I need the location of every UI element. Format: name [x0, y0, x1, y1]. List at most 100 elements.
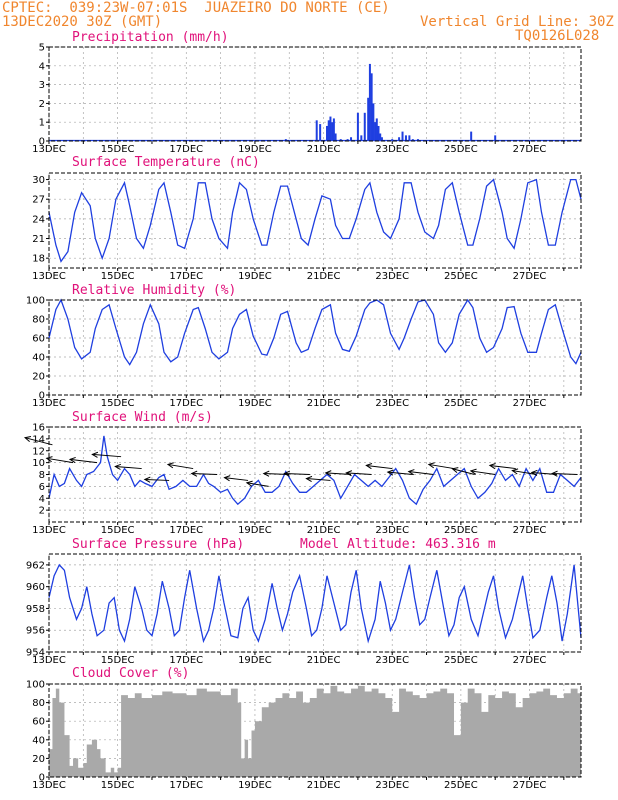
y-tick-label: 1	[39, 118, 45, 129]
run-date: 13DEC2020 30Z (GMT)	[2, 14, 163, 30]
model-id: TQ0126L028	[515, 28, 600, 44]
wind-arrow-head	[550, 470, 558, 477]
precip-bar	[319, 124, 322, 141]
model-altitude-label: Model Altitude: 463.316 m	[300, 537, 496, 552]
x-tick-label: 17DEC	[169, 780, 203, 791]
x-tick-label: 15DEC	[101, 655, 135, 666]
precip-bar	[379, 133, 382, 141]
cloud-cover-area	[49, 685, 581, 777]
wind-arrow-shaft	[346, 472, 372, 475]
precip-bar	[372, 103, 375, 141]
wind-arrow-head	[324, 470, 332, 477]
wind-arrow-shaft	[366, 464, 393, 470]
y-tick-label: 16	[32, 423, 45, 434]
precip-bar	[326, 125, 329, 141]
x-tick-label: 27DEC	[513, 398, 547, 409]
x-tick-label: 17DEC	[169, 655, 203, 666]
x-tick-label: 25DEC	[444, 525, 478, 536]
x-tick-label: 25DEC	[444, 655, 478, 666]
wind-arrow-head	[488, 463, 496, 470]
wind-arrow-shaft	[470, 470, 496, 475]
wind-arrow-head	[407, 469, 415, 476]
x-tick-label: 17DEC	[169, 525, 203, 536]
precip-bar	[363, 112, 366, 141]
station-title: CPTEC: 039:23W-07:01S JUAZEIRO DO NORTE …	[2, 0, 390, 16]
x-tick-label: 13DEC	[32, 655, 66, 666]
x-tick-label: 25DEC	[444, 144, 478, 155]
chart-header: CPTEC: 039:23W-07:01S JUAZEIRO DO NORTE …	[0, 0, 618, 46]
precip-bar	[398, 137, 401, 141]
y-tick-label: 40	[32, 353, 45, 364]
x-tick-label: 25DEC	[444, 398, 478, 409]
y-tick-label: 4	[39, 494, 45, 505]
grid-line-note: Vertical Grid Line: 30Z	[420, 14, 614, 30]
wind-arrow-head	[262, 470, 270, 477]
panel-border	[48, 426, 582, 523]
wind-arrow-shaft	[69, 458, 98, 464]
x-tick-label: 27DEC	[513, 780, 547, 791]
y-tick-label: 2	[39, 99, 45, 110]
x-tick-label: 19DEC	[238, 398, 272, 409]
wind-arrow-shaft	[46, 457, 74, 464]
precip-bar	[377, 125, 380, 141]
y-tick-label: 10	[32, 458, 45, 469]
x-tick-label: 19DEC	[238, 525, 272, 536]
wind-arrow-head	[511, 468, 519, 475]
wind-arrow-shaft	[408, 471, 434, 475]
y-tick-label: 0	[39, 137, 45, 148]
x-tick-label: 13DEC	[32, 525, 66, 536]
x-tick-label: 23DEC	[375, 144, 409, 155]
precip-bar	[334, 133, 337, 141]
wind-arrow-head	[386, 469, 394, 476]
wind-arrow-shaft	[489, 464, 516, 470]
x-tick-label: 27DEC	[513, 144, 547, 155]
x-tick-label: 17DEC	[169, 144, 203, 155]
y-tick-label: 5	[39, 43, 45, 54]
x-tick-label: 21DEC	[307, 780, 341, 791]
wind-arrow-shaft	[167, 463, 194, 470]
wind-arrow-shaft	[284, 472, 310, 475]
y-tick-label: 60	[32, 334, 45, 345]
precip-bar	[315, 120, 318, 141]
x-tick-label: 19DEC	[238, 780, 272, 791]
y-tick-label: 21	[32, 234, 45, 245]
y-tick-label: 2	[39, 506, 45, 517]
wind-arrow-shaft	[24, 437, 53, 446]
x-tick-label: 23DEC	[375, 780, 409, 791]
precip-bar	[356, 112, 359, 141]
y-tick-label: 956	[26, 626, 45, 637]
y-tick-label: 954	[26, 648, 45, 659]
wind-arrow-head	[190, 470, 198, 477]
x-tick-label: 23DEC	[375, 655, 409, 666]
precip-bar	[329, 116, 332, 141]
y-tick-label: 6	[39, 482, 45, 493]
wind-arrow-head	[68, 456, 76, 464]
wind-arrow-shaft	[552, 472, 578, 475]
wind-arrow-head	[469, 468, 477, 475]
y-tick-label: 60	[32, 717, 45, 728]
wind-arrow-head	[45, 456, 53, 463]
wind-arrow-shaft	[512, 470, 537, 475]
y-tick-label: 12	[32, 446, 45, 457]
wind-arrow-head	[283, 470, 291, 477]
y-tick-label: 962	[26, 560, 45, 571]
wind-arrow-shaft	[144, 478, 170, 481]
precip-bar	[332, 118, 335, 141]
wind-arrow-head	[114, 463, 122, 470]
wind-arrow-head	[166, 462, 174, 469]
y-tick-label: 40	[32, 735, 45, 746]
x-tick-label: 19DEC	[238, 655, 272, 666]
x-tick-label: 21DEC	[307, 525, 341, 536]
precip-bar	[401, 131, 404, 141]
precip-bar	[331, 122, 334, 141]
wind-arrow-head	[365, 463, 373, 470]
x-tick-label: 13DEC	[32, 271, 66, 282]
wind-arrow-shaft	[92, 453, 122, 458]
x-tick-label: 15DEC	[101, 780, 135, 791]
precip-bar	[494, 135, 497, 141]
y-tick-label: 0	[39, 391, 45, 402]
y-tick-label: 4	[39, 61, 45, 72]
precip-bar	[375, 118, 378, 141]
wind-arrow-head	[91, 451, 99, 458]
x-tick-label: 27DEC	[513, 525, 547, 536]
